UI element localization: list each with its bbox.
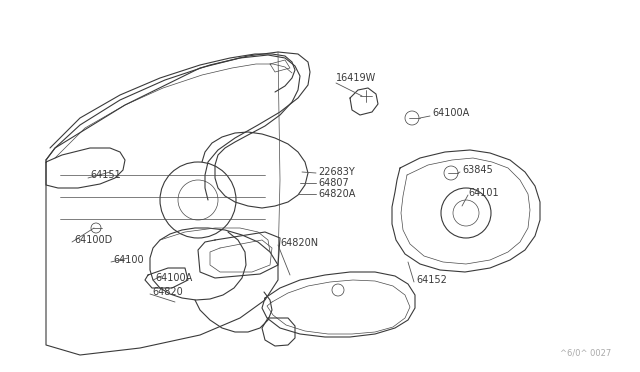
- Text: 63845: 63845: [462, 165, 493, 175]
- Text: 64101: 64101: [468, 188, 499, 198]
- Text: 64100A: 64100A: [155, 273, 192, 283]
- Text: 64820A: 64820A: [318, 189, 355, 199]
- Text: ^6/0^ 0027: ^6/0^ 0027: [560, 349, 611, 358]
- Text: 64151: 64151: [90, 170, 121, 180]
- Text: 16419W: 16419W: [336, 73, 376, 83]
- Text: 64100: 64100: [113, 255, 143, 265]
- Text: 64820N: 64820N: [280, 238, 318, 248]
- Text: 64100D: 64100D: [74, 235, 112, 245]
- Text: 64820: 64820: [152, 287, 183, 297]
- Text: 64807: 64807: [318, 178, 349, 188]
- Text: 22683Y: 22683Y: [318, 167, 355, 177]
- Text: 64152: 64152: [416, 275, 447, 285]
- Text: 64100A: 64100A: [432, 108, 469, 118]
